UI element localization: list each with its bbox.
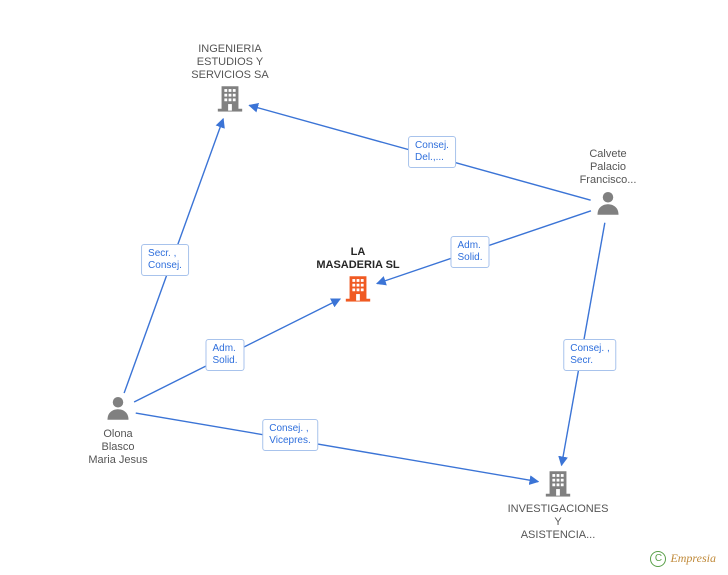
node-label-calvete: Calvete Palacio Francisco...	[580, 148, 637, 187]
edge-label: Secr. , Consej.	[141, 244, 189, 276]
person-icon-olona	[104, 394, 132, 427]
company-icon-ingenieria	[215, 83, 245, 118]
edge-label: Adm. Solid.	[205, 339, 244, 371]
brand-name: Empresia	[670, 551, 716, 565]
node-label-la-masaderia: LA MASADERIA SL	[316, 246, 399, 272]
person-icon-calvete	[594, 189, 622, 222]
footer-credit: C Empresia	[650, 551, 716, 567]
node-label-olona: Olona Blasco Maria Jesus	[88, 428, 147, 467]
edge-label: Consej. Del.,...	[408, 136, 456, 168]
edge-label: Adm. Solid.	[450, 236, 489, 268]
company-icon-la-masaderia	[343, 273, 373, 308]
node-label-ingenieria: INGENIERIA ESTUDIOS Y SERVICIOS SA	[191, 43, 268, 82]
edge-label: Consej. , Vicepres.	[262, 419, 318, 451]
copyright-icon: C	[650, 551, 666, 567]
diagram-canvas: INGENIERIA ESTUDIOS Y SERVICIOS SA LA MA…	[0, 0, 728, 575]
company-icon-investigaciones	[543, 468, 573, 503]
node-label-investigaciones: INVESTIGACIONES Y ASISTENCIA...	[508, 503, 609, 542]
edge-label: Consej. , Secr.	[563, 339, 616, 371]
